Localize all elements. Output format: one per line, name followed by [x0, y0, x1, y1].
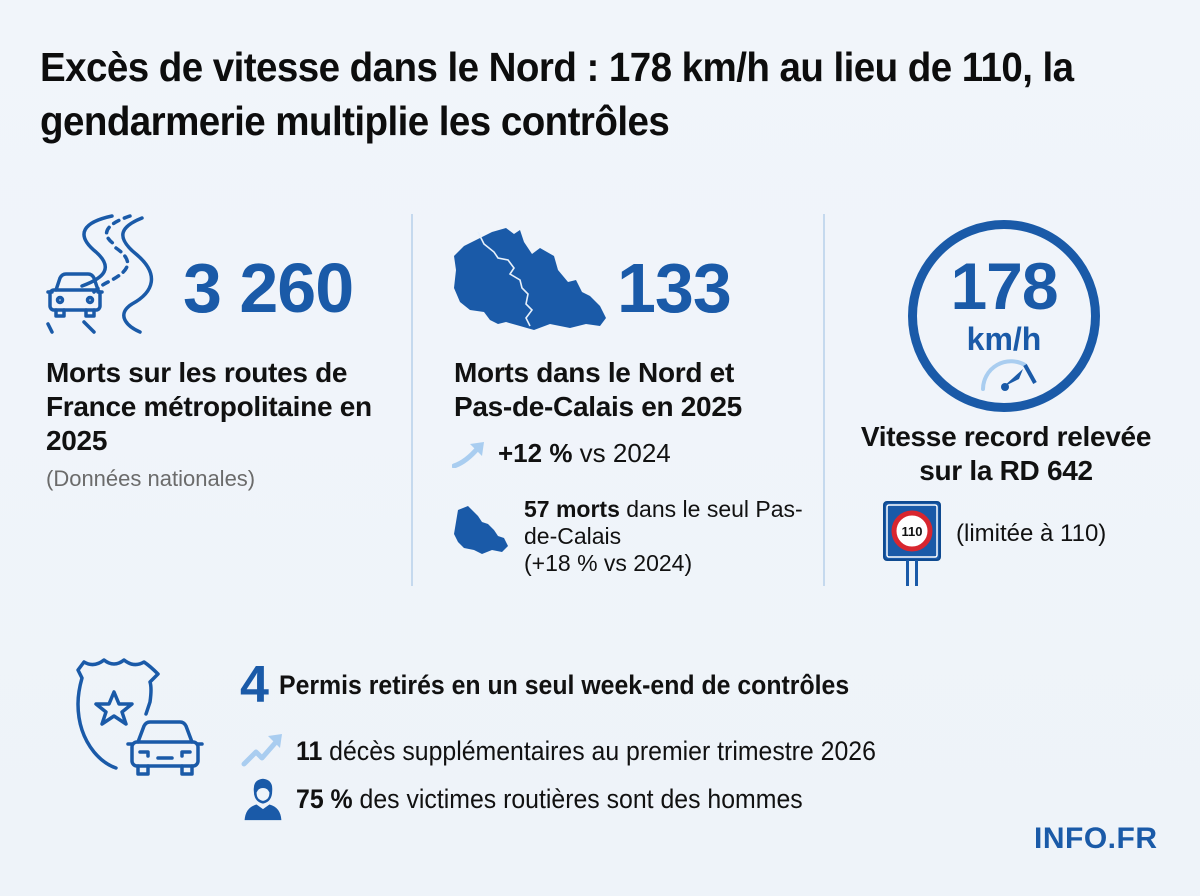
pdc-change: (+18 % vs 2024) — [524, 550, 693, 576]
national-deaths-value: 3 260 — [183, 249, 354, 327]
police-badge-car-icon — [76, 658, 204, 776]
speed-limit-row: 110 (limitée à 110) — [882, 500, 1106, 588]
pas-de-calais-map-icon — [454, 506, 508, 554]
pdc-deaths-value: 57 morts — [524, 496, 620, 522]
national-data-note: (Données nationales) — [46, 466, 256, 491]
regional-deaths-label: Morts dans le Nord et Pas-de-Calais en 2… — [454, 357, 742, 422]
winding-road-car-icon — [46, 214, 154, 334]
speed-label: Vitesse record relevée sur la RD 642 — [860, 421, 1152, 486]
licenses-count: 4 — [240, 656, 269, 714]
speed-circle: 178 km/h — [908, 220, 1100, 412]
national-deaths-label: Morts sur les routes de France métropoli… — [46, 357, 372, 456]
men-share-text: des victimes routières sont des hommes — [352, 783, 803, 814]
speed-value: 178 — [950, 249, 1058, 323]
regional-trend: +12 % vs 2024 — [452, 438, 671, 469]
column-divider — [823, 214, 825, 586]
extra-deaths-value: 11 — [296, 735, 323, 766]
column-divider — [411, 214, 413, 586]
page-title: Excès de vitesse dans le Nord : 178 km/h… — [40, 44, 1074, 144]
bottom-fact-deaths-q1: 11 décès supplémentaires au premier trim… — [240, 728, 926, 774]
extra-deaths-text: décès supplémentaires au premier trimest… — [322, 735, 876, 766]
men-share-value: 75 % — [296, 783, 353, 814]
trend-suffix: vs 2024 — [572, 438, 671, 468]
bottom-fact-licenses: 4 Permis retirés en un seul week-end de … — [240, 656, 899, 714]
brand-logo: INFO.FR — [1034, 822, 1158, 855]
regional-deaths-value: 133 — [617, 249, 732, 327]
speed-limit-text: (limitée à 110) — [956, 520, 1107, 547]
licenses-text: Permis retirés en un seul week-end de co… — [278, 669, 850, 700]
speedometer-icon — [981, 359, 1037, 391]
nord-pas-de-calais-map-icon — [454, 228, 606, 330]
speed-unit: km/h — [966, 321, 1042, 357]
speed-limit-sign-icon: 110 — [883, 501, 941, 586]
bottom-fact-men: 75 % des victimes routières sont des hom… — [240, 776, 847, 822]
person-icon — [244, 778, 282, 821]
trend-up-arrow-icon — [452, 441, 484, 468]
svg-text:110: 110 — [902, 524, 923, 539]
trend-value: +12 % — [498, 438, 573, 468]
rising-chart-arrow-icon — [241, 734, 282, 767]
pdc-deaths-text: dans le seul Pas-de-Calais — [524, 496, 803, 549]
